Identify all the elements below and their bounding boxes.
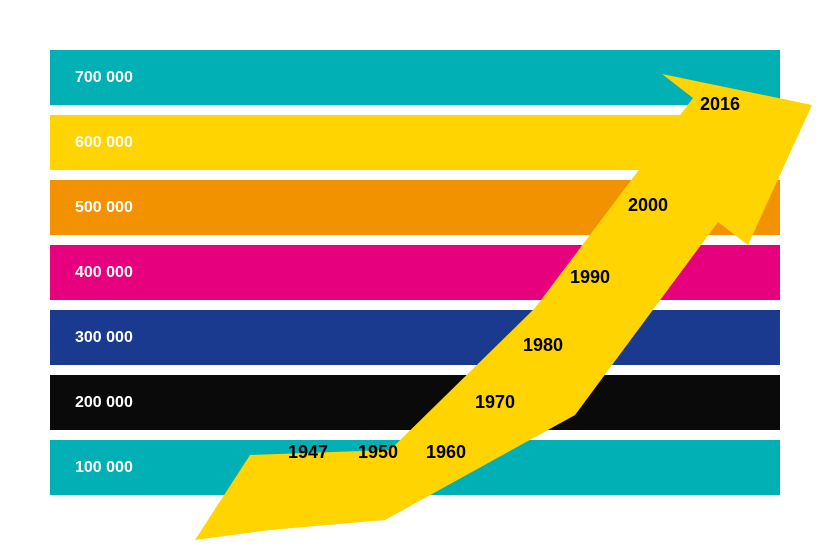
year-label-1947: 1947	[288, 442, 328, 463]
bar-label: 500 000	[75, 199, 133, 217]
bar-400000: 400 000	[50, 245, 780, 300]
bar-600000: 600 000	[50, 115, 780, 170]
bar-500000: 500 000	[50, 180, 780, 235]
bar-300000: 300 000	[50, 310, 780, 365]
bar-label: 300 000	[75, 329, 133, 347]
year-label-2016: 2016	[700, 94, 740, 115]
bar-label: 100 000	[75, 459, 133, 477]
bar-label: 600 000	[75, 134, 133, 152]
bar-label: 200 000	[75, 394, 133, 412]
bar-label: 400 000	[75, 264, 133, 282]
year-label-1960: 1960	[426, 442, 466, 463]
bar-700000: 700 000	[50, 50, 780, 105]
chart-container: 700 000 600 000 500 000 400 000 300 000 …	[50, 50, 780, 503]
year-label-1970: 1970	[475, 392, 515, 413]
year-label-2000: 2000	[628, 195, 668, 216]
year-label-1990: 1990	[570, 267, 610, 288]
year-label-1950: 1950	[358, 442, 398, 463]
year-label-1980: 1980	[523, 335, 563, 356]
bar-200000: 200 000	[50, 375, 780, 430]
bar-label: 700 000	[75, 69, 133, 87]
bar-100000: 100 000	[50, 440, 780, 495]
